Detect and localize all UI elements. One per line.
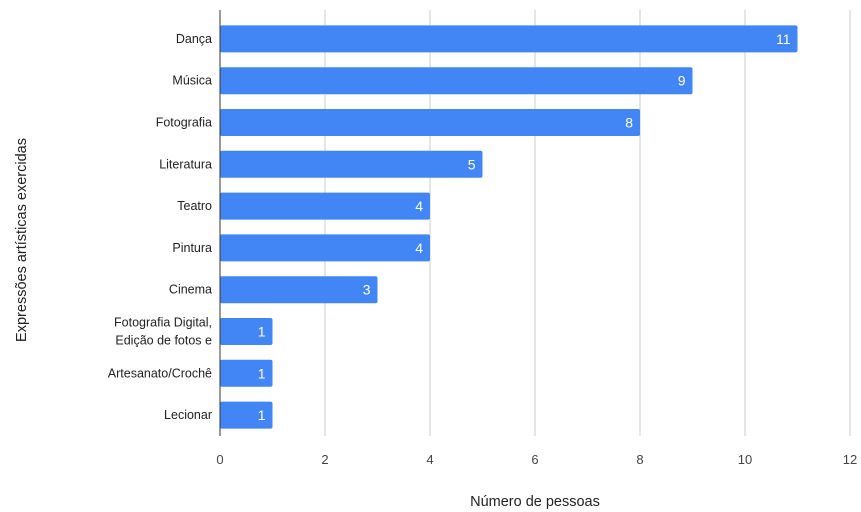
category-label: Artesanato/Crochê [108, 366, 212, 380]
category-label: Lecionar [164, 408, 212, 422]
category-label: Literatura [159, 157, 212, 171]
bar [220, 109, 640, 136]
bar [220, 67, 693, 95]
bar [220, 234, 430, 262]
bar-value-label: 3 [363, 282, 371, 298]
x-axis-title: Número de pessoas [470, 494, 600, 510]
bar-value-label: 5 [468, 156, 476, 172]
bar [220, 25, 798, 53]
x-tick-label: 6 [531, 452, 538, 467]
bar [220, 192, 430, 220]
x-tick-label: 4 [426, 452, 433, 467]
bar [220, 150, 483, 178]
label-layer: 0 2 4 6 8 10 1211Dança9Música8Fotografia5Liter… [108, 10, 857, 467]
category-label: Pintura [172, 241, 212, 255]
y-axis-title: Expressões artísticas exercidas [14, 138, 30, 342]
x-tick-label: 8 [636, 452, 643, 467]
bar-value-label: 4 [415, 198, 423, 214]
x-tick-label: 10 [738, 452, 752, 467]
category-label: Teatro [177, 199, 212, 213]
bar-value-label: 8 [625, 115, 633, 131]
bar [220, 401, 273, 429]
category-label: Fotografia Digital, [114, 316, 212, 330]
category-label: Fotografia [156, 116, 212, 130]
bar-value-label: 1 [258, 365, 266, 381]
bar [220, 359, 273, 387]
category-label: Cinema [169, 283, 212, 297]
x-tick-label: 12 [843, 452, 857, 467]
bar [220, 276, 378, 304]
bar-value-label: 4 [415, 240, 423, 256]
x-tick-label: 0 [216, 452, 223, 467]
bar-layer [220, 25, 798, 429]
bar-value-label: 1 [258, 324, 266, 340]
category-label: Edição de fotos e [115, 334, 212, 348]
bar-value-label: 11 [776, 31, 791, 47]
x-tick-label: 2 [321, 452, 328, 467]
bar [220, 318, 273, 345]
category-label: Dança [176, 32, 212, 46]
category-label: Música [172, 74, 212, 88]
bar-value-label: 9 [678, 73, 686, 89]
bar-value-label: 1 [258, 407, 266, 423]
